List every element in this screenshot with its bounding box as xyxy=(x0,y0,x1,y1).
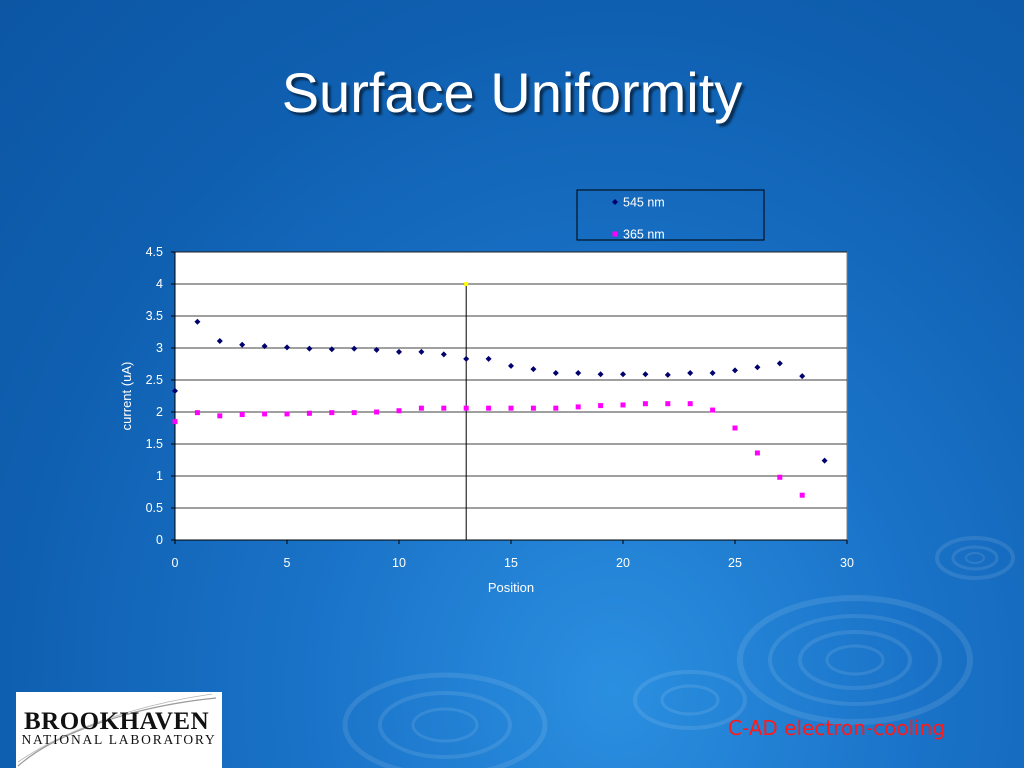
data-point-545nm xyxy=(194,318,201,325)
data-point-545nm xyxy=(172,387,178,394)
chart: 0 0.5 1 1.5 2 2.5 3 3.5 4 4.5 0 5 10 15 20 25 30 Position… xyxy=(100,180,900,610)
data-point-545nm xyxy=(552,369,559,376)
plot-area xyxy=(174,251,848,541)
y-tick-label: 3.5 xyxy=(146,309,163,323)
data-point-365nm xyxy=(687,401,693,407)
x-tick-label: 25 xyxy=(728,556,742,570)
data-point-365nm xyxy=(194,410,200,416)
x-tick-label: 0 xyxy=(172,556,179,570)
legend-label: 545 nm xyxy=(623,196,665,210)
data-point-365nm xyxy=(486,405,492,411)
data-point-365nm xyxy=(777,474,783,480)
legend-box xyxy=(576,189,765,241)
y-tick-label: 4 xyxy=(156,277,163,291)
logo-subtitle: NATIONAL LABORATORY xyxy=(21,732,217,747)
footer-tag: C-AD electron-cooling xyxy=(728,716,946,740)
data-point-365nm xyxy=(508,405,514,411)
data-point-545nm xyxy=(664,371,671,378)
x-tick-label: 10 xyxy=(392,556,406,570)
data-point-545nm xyxy=(709,369,716,376)
data-point-545nm xyxy=(373,346,380,353)
x-tick-label: 20 xyxy=(616,556,630,570)
data-point-545nm xyxy=(642,371,649,378)
y-tick-label: 4.5 xyxy=(146,245,163,259)
scatter-chart: 0 0.5 1 1.5 2 2.5 3 3.5 4 4.5 0 5 10 15 20 25 30 Position… xyxy=(119,189,854,595)
data-point-365nm xyxy=(351,410,357,416)
logo-swoosh-icon xyxy=(17,693,217,767)
y-tick-label: 0.5 xyxy=(146,501,163,515)
legend-label: 365 nm xyxy=(623,228,665,242)
data-point-365nm xyxy=(172,419,178,425)
data-point-365nm xyxy=(598,403,604,409)
data-point-365nm xyxy=(530,405,536,411)
y-tick-label: 0 xyxy=(156,533,163,547)
data-point-365nm xyxy=(374,409,380,415)
data-point-545nm xyxy=(328,346,335,353)
x-axis-label: Position xyxy=(488,580,534,595)
data-point-545nm xyxy=(306,345,313,352)
x-tick-label: 15 xyxy=(504,556,518,570)
y-tick-label: 2 xyxy=(156,405,163,419)
data-point-365nm xyxy=(262,411,268,417)
legend-marker-365nm xyxy=(612,231,618,237)
data-point-545nm xyxy=(216,337,223,344)
data-point-365nm xyxy=(463,405,469,411)
data-point-365nm xyxy=(642,401,648,407)
brookhaven-logo: BROOKHAVEN NATIONAL LABORATORY xyxy=(16,692,222,768)
y-tick-label: 3 xyxy=(156,341,163,355)
legend-marker-545nm xyxy=(612,199,618,205)
data-point-365nm xyxy=(620,402,626,408)
data-point-365nm xyxy=(306,410,312,416)
data-point-365nm xyxy=(553,405,559,411)
data-point-545nm xyxy=(821,457,828,464)
data-point-545nm xyxy=(508,362,514,369)
data-point-545nm xyxy=(620,371,626,378)
slide-title: Surface Uniformity xyxy=(281,61,743,124)
data-point-545nm xyxy=(396,348,402,355)
logo-wordmark: BROOKHAVEN xyxy=(24,708,210,735)
y-tick-label: 1 xyxy=(156,469,163,483)
data-point-545nm xyxy=(351,345,358,352)
data-point-365nm xyxy=(732,425,738,431)
data-point-545nm xyxy=(485,355,492,362)
data-point-365nm xyxy=(710,407,716,413)
highlight-point xyxy=(464,282,469,286)
data-point-545nm xyxy=(440,351,447,358)
data-point-545nm xyxy=(418,348,425,355)
data-point-365nm xyxy=(217,413,223,419)
data-point-545nm xyxy=(754,364,761,371)
data-point-365nm xyxy=(665,401,671,407)
data-point-365nm xyxy=(239,412,245,418)
data-point-545nm xyxy=(575,369,582,376)
data-point-365nm xyxy=(754,450,760,456)
data-point-365nm xyxy=(329,410,335,416)
y-tick-label: 2.5 xyxy=(146,373,163,387)
x-tick-label: 5 xyxy=(284,556,291,570)
data-point-545nm xyxy=(261,343,268,350)
data-point-545nm xyxy=(732,367,738,374)
data-point-365nm xyxy=(284,411,290,417)
x-tick-label: 30 xyxy=(840,556,854,570)
data-point-365nm xyxy=(396,408,402,414)
data-point-545nm xyxy=(776,360,783,367)
data-point-545nm xyxy=(463,355,470,362)
data-point-545nm xyxy=(597,371,604,378)
data-point-365nm xyxy=(441,405,447,411)
data-point-545nm xyxy=(530,366,537,373)
data-point-365nm xyxy=(418,405,424,411)
data-point-545nm xyxy=(687,369,694,376)
y-axis-label: current (uA) xyxy=(119,362,134,431)
data-point-365nm xyxy=(575,404,581,410)
y-tick-label: 1.5 xyxy=(146,437,163,451)
data-point-545nm xyxy=(239,341,246,348)
data-point-545nm xyxy=(799,373,806,380)
data-point-365nm xyxy=(799,492,805,498)
data-point-545nm xyxy=(284,344,290,351)
